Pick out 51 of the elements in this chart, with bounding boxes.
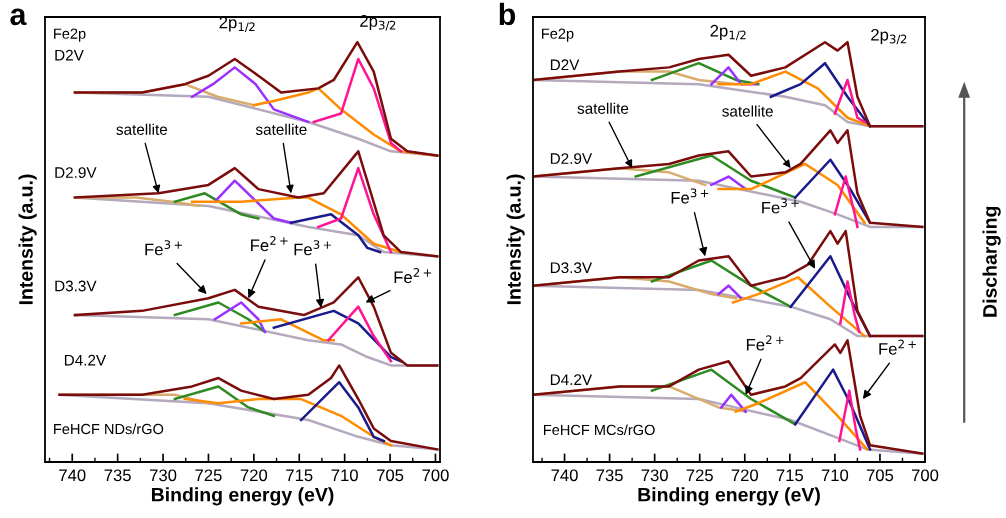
x-tick-label: 710 [331, 469, 358, 482]
x-axis-title: Binding energy (eV) [151, 487, 334, 506]
annotation: Fe$^{2+}$ [879, 339, 916, 355]
y-axis-title: Intensity (a.u.) [18, 174, 37, 305]
annotation: satellite [255, 123, 307, 135]
x-tick-label: 735 [596, 469, 623, 482]
x-tick-label: 735 [104, 469, 131, 482]
annotation: Fe$^{2+}$ [251, 236, 288, 252]
annotation: D2.9V [55, 167, 97, 179]
annotation: D4.2V [550, 374, 593, 385]
x-tick-label: 715 [286, 469, 313, 482]
x-tick-label: 740 [551, 469, 578, 482]
annotation: satellite [116, 123, 168, 135]
x-tick-label: 725 [686, 469, 713, 482]
annotation: Fe$^{3+}$ [671, 188, 709, 204]
annotation: Fe$^{3+}$ [294, 240, 332, 256]
x-axis-title: Binding energy (eV) [638, 487, 820, 506]
annotation: satellite [722, 105, 773, 117]
annotation: D2V [550, 59, 580, 71]
text: Discharging [982, 206, 1001, 317]
annotation: Fe$^{2+}$ [746, 335, 784, 351]
y-axis-title: Intensity (a.u.) [506, 174, 525, 305]
x-tick-label: 725 [195, 469, 222, 482]
annotation: FeHCF MCs/rGO [544, 424, 655, 436]
x-tick-label: 740 [59, 469, 86, 482]
annotation: D3.3V [550, 262, 593, 274]
x-tick-label: 705 [866, 469, 894, 482]
x-tick-label: 705 [377, 469, 404, 482]
x-tick-label: 720 [240, 469, 268, 482]
annotation: D3.3V [55, 280, 97, 292]
annotation: Fe$^{3+}$ [145, 240, 182, 256]
annotation: Fe$^{3+}$ [762, 198, 799, 214]
text: Fe2p [542, 28, 574, 42]
chart-title: b [499, 2, 516, 26]
annotation: FeHCF NDs/rGO [54, 423, 164, 435]
x-tick-label: 730 [150, 469, 177, 482]
annotation: D2.9V [550, 153, 593, 164]
x-tick-label: 710 [821, 469, 849, 482]
annotation: 2p$_{3/2}$ [871, 28, 907, 45]
annotation: Fe$^{2+}$ [394, 268, 432, 284]
x-tick-label: 700 [422, 469, 449, 482]
x-tick-label: 720 [731, 469, 759, 482]
text: Fe2p [54, 28, 86, 42]
chart-title: a [10, 8, 27, 26]
annotation: D4.2V [64, 354, 107, 366]
x-tick-label: 715 [776, 469, 804, 482]
annotation: D2V [55, 49, 84, 61]
annotation: satellite [577, 102, 629, 114]
x-tick-label: 730 [641, 469, 668, 482]
x-tick-label: 700 [911, 469, 939, 482]
annotation: 2p$_{1/2}$ [710, 24, 746, 41]
